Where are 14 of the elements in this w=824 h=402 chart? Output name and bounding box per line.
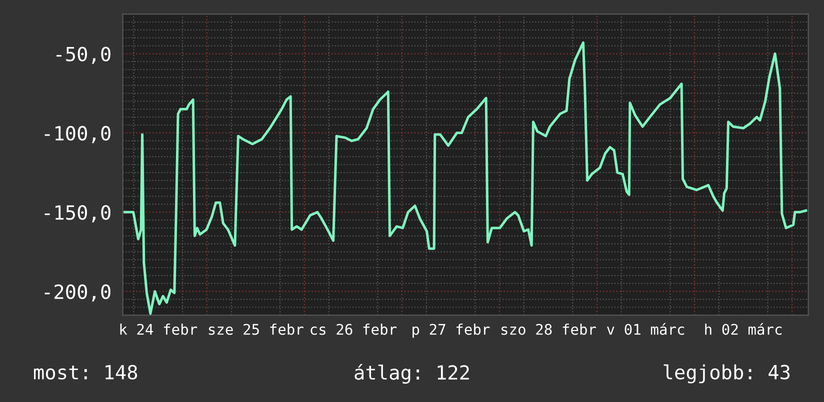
- x-tick-label: cs 26 febr: [310, 324, 397, 335]
- x-tick-label: szo 28 febr: [501, 324, 596, 335]
- text: átlag: 122: [354, 364, 469, 384]
- x-tick-label: sze 25 febr: [208, 324, 304, 335]
- x-tick-label: h 02 márc: [705, 322, 782, 335]
- y-tick-label: -150,0: [44, 205, 110, 222]
- y-tick-label: -200,0: [44, 284, 110, 302]
- text: legjobb: 43: [664, 364, 790, 384]
- y-tick-label: -50,0: [56, 46, 110, 64]
- x-tick-label: k 24 febr: [120, 324, 198, 335]
- y-tick-label: -100,0: [44, 126, 110, 144]
- x-tick-label: v 01 márc: [606, 322, 684, 335]
- x-tick-label: p 27 febr: [412, 324, 490, 338]
- text: most: 148: [34, 364, 138, 380]
